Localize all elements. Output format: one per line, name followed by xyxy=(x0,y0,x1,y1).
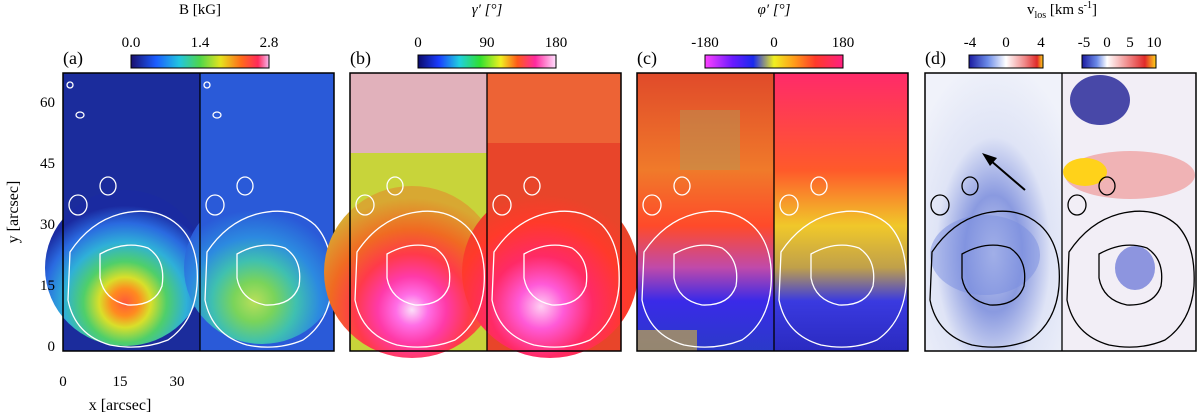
arrow-icon xyxy=(982,153,1026,191)
x-tick: 30 xyxy=(170,374,185,390)
colorbar-b-tick: 90 xyxy=(480,35,495,51)
panel-d-upflow-patch xyxy=(1115,246,1155,290)
y-tick: 45 xyxy=(40,156,55,172)
panel-b-patch-top xyxy=(350,73,487,153)
y-tick: 30 xyxy=(40,217,55,233)
y-tick: 15 xyxy=(40,278,55,294)
panel-b-frame xyxy=(349,72,622,352)
colorbar-b-tick: 0 xyxy=(414,35,422,51)
colorbar-c: φ′ [°] -180 0 180 xyxy=(691,2,855,69)
colorbar-a-tick: 1.4 xyxy=(191,35,210,51)
colorbar-d-label: vlos [km s-1] xyxy=(1027,0,1097,21)
colorbar-a: B [kG] 0.0 1.4 2.8 xyxy=(122,2,279,69)
x-axis-label: x [arcsec] xyxy=(89,397,152,414)
colorbar-d1-tick: 4 xyxy=(1037,35,1045,51)
colorbar-d1-tick: -4 xyxy=(964,35,977,51)
panel-c: (c) xyxy=(636,48,909,352)
x-axis: 0 15 30 x [arcsec] xyxy=(59,374,184,414)
colorbar-c-tick: 0 xyxy=(770,35,778,51)
y-axis: y [arcsec] 0 15 30 45 60 xyxy=(5,95,55,355)
panel-c-olive-bottom xyxy=(637,330,697,351)
colorbar-b: γ′ [°] 0 90 180 xyxy=(414,2,568,69)
panel-b-letter: (b) xyxy=(350,48,371,69)
x-tick: 0 xyxy=(59,374,67,390)
colorbar-b-tick: 180 xyxy=(545,35,568,51)
colorbar-d1: -4 0 4 xyxy=(964,35,1045,69)
panel-c-olive-patch xyxy=(680,110,740,170)
panel-d: (d) xyxy=(924,48,1197,352)
panel-d-letter: (d) xyxy=(925,48,946,69)
panel-a: (a) xyxy=(45,48,340,352)
colorbar-a-tick: 2.8 xyxy=(260,35,279,51)
panel-a-spot-right xyxy=(184,192,340,344)
colorbar-d2-tick: 0 xyxy=(1103,35,1111,51)
panel-d-yellow-patch xyxy=(1063,158,1107,186)
colorbar-a-tick: 0.0 xyxy=(122,35,141,51)
panel-c-contours xyxy=(641,176,907,348)
panel-b-contours xyxy=(354,176,620,348)
panel-b-spot-right xyxy=(462,186,638,358)
colorbar-d2: -5 0 5 10 xyxy=(1078,35,1162,69)
panel-d-downflow xyxy=(1070,75,1130,125)
panel-d-contours xyxy=(929,176,1195,348)
panel-b-spot-left xyxy=(324,186,500,358)
panel-a-spot-left xyxy=(45,190,205,346)
colorbar-d2-tick: 10 xyxy=(1147,35,1162,51)
colorbar-c-label: φ′ [°] xyxy=(757,2,790,18)
panel-b: (b) xyxy=(324,48,638,358)
panel-d-frame xyxy=(924,72,1197,352)
colorbar-c-tick: -180 xyxy=(691,35,719,51)
panel-c-frame xyxy=(636,72,909,352)
panel-a-frame xyxy=(62,72,335,352)
panel-c-letter: (c) xyxy=(637,48,657,69)
panel-d-blue-blob xyxy=(930,215,1040,295)
panel-a-letter: (a) xyxy=(63,48,83,69)
y-tick: 0 xyxy=(48,339,56,355)
colorbar-a-label: B [kG] xyxy=(179,2,221,18)
colorbar-d2-tick: 5 xyxy=(1126,35,1134,51)
colorbar-b-label: γ′ [°] xyxy=(472,2,503,18)
y-axis-label: y [arcsec] xyxy=(5,181,22,244)
colorbar-d2-tick: -5 xyxy=(1078,35,1091,51)
colorbar-c-tick: 180 xyxy=(832,35,855,51)
colorbar-d1-tick: 0 xyxy=(1002,35,1010,51)
panel-b-patch-right xyxy=(487,73,621,143)
y-tick: 60 xyxy=(40,95,55,111)
x-tick: 15 xyxy=(113,374,128,390)
